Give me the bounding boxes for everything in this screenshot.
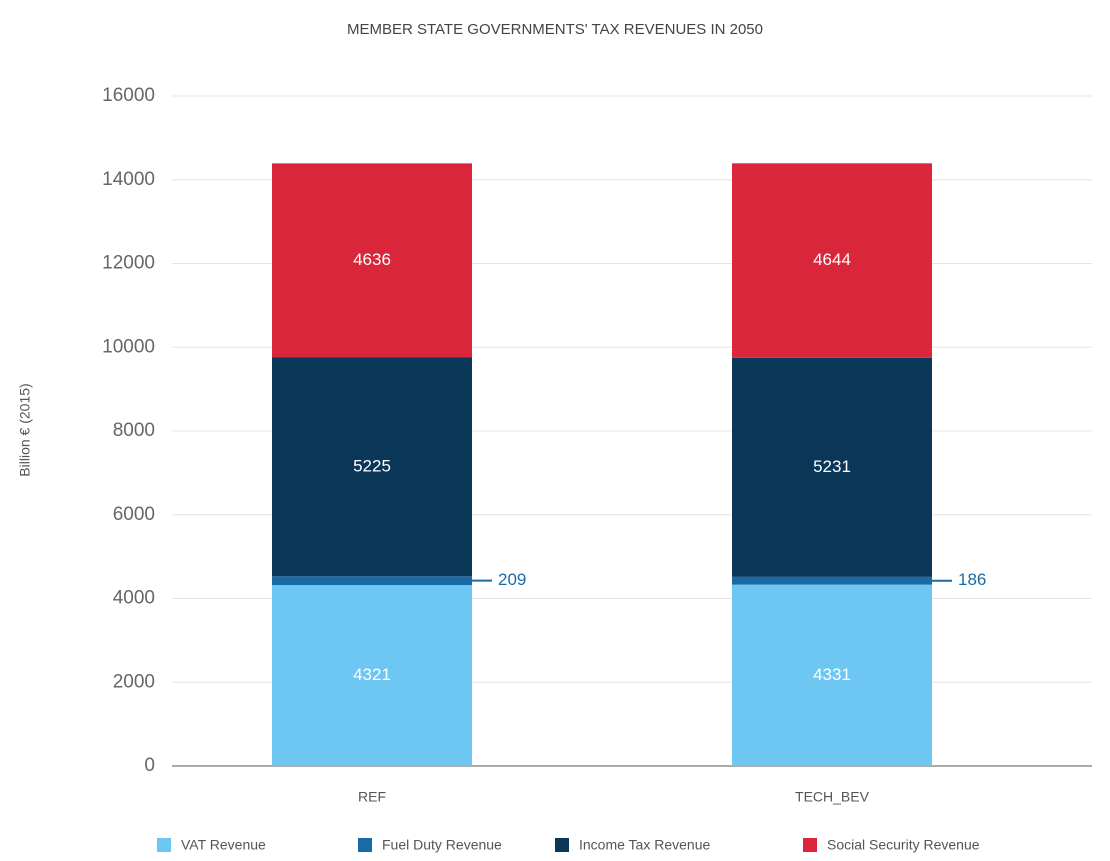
bar-segment — [732, 584, 932, 766]
y-tick-label: 12000 — [102, 253, 155, 274]
legend-label: VAT Revenue — [181, 837, 266, 853]
y-tick-label: 6000 — [113, 504, 155, 525]
legend-label: Fuel Duty Revenue — [382, 837, 502, 853]
bar-segment — [272, 163, 472, 358]
data-label: 209 — [498, 570, 526, 589]
y-tick-label: 2000 — [113, 671, 155, 692]
data-label: 4636 — [353, 250, 391, 269]
data-label: 4321 — [353, 665, 391, 684]
bar-segment — [272, 576, 472, 586]
data-label: 5225 — [353, 456, 391, 475]
bar-segment — [272, 585, 472, 766]
y-tick-label: 8000 — [113, 420, 155, 441]
bar-segment — [732, 576, 932, 585]
legend-swatch — [358, 838, 372, 852]
data-label: 186 — [958, 570, 986, 589]
y-tick-label: 16000 — [102, 85, 155, 106]
y-tick-label: 4000 — [113, 588, 155, 609]
bar-segment — [732, 357, 932, 577]
data-label: 4644 — [813, 250, 851, 269]
data-label: 4331 — [813, 665, 851, 684]
y-tick-label: 0 — [144, 755, 155, 776]
legend-label: Social Security Revenue — [827, 837, 980, 853]
legend-swatch — [157, 838, 171, 852]
data-label: 5231 — [813, 457, 851, 476]
x-tick-label: REF — [358, 789, 386, 805]
chart-title: MEMBER STATE GOVERNMENTS' TAX REVENUES I… — [347, 21, 763, 38]
legend-swatch — [803, 838, 817, 852]
bar-segment — [272, 357, 472, 577]
y-axis-label: Billion € (2015) — [17, 383, 33, 476]
legend-swatch — [555, 838, 569, 852]
x-tick-label: TECH_BEV — [795, 789, 870, 805]
y-tick-label: 14000 — [102, 169, 155, 190]
bar-segment — [732, 163, 932, 358]
legend-label: Income Tax Revenue — [579, 837, 710, 853]
y-tick-label: 10000 — [102, 336, 155, 357]
